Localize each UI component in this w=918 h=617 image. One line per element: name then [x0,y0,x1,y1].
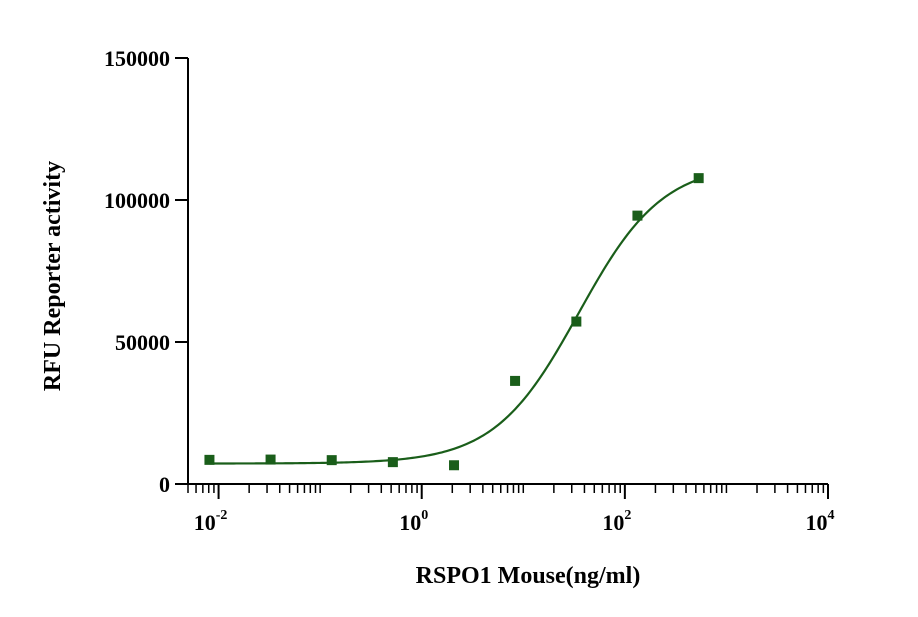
x-tick-exponent: 4 [828,508,835,523]
x-ticks: 10-2 100 102 104 [187,484,835,535]
y-tick-label: 100000 [104,188,170,213]
data-point [571,316,582,327]
y-tick-label: 50000 [115,330,170,355]
x-tick-label: 104 [806,508,835,535]
y-ticks: 0 50000 100000 150000 [104,46,188,497]
data-point [387,457,398,468]
data-point [632,210,643,221]
y-tick-label: 0 [159,472,170,497]
x-tick-label: 102 [602,508,631,535]
y-tick-label: 150000 [104,46,170,71]
x-tick-exponent: 2 [624,508,631,523]
x-axis-title: RSPO1 Mouse(ng/ml) [416,563,641,589]
data-point [449,460,460,471]
data-point [510,375,521,386]
x-tick-exponent: -2 [216,508,228,523]
x-tick-label: 100 [399,508,428,535]
x-tick-base: 10 [602,510,624,535]
x-tick-exponent: 0 [421,508,428,523]
data-point [693,173,704,184]
x-tick-base: 10 [399,510,421,535]
fit-curve [209,178,700,465]
data-points [204,173,704,471]
y-axis-title: RFU Reporter activity [40,161,66,391]
data-point [326,455,337,466]
data-point [204,454,215,465]
data-point [265,454,276,465]
x-tick-base: 10 [806,510,828,535]
x-tick-base: 10 [194,510,216,535]
x-tick-label: 10-2 [194,508,228,535]
